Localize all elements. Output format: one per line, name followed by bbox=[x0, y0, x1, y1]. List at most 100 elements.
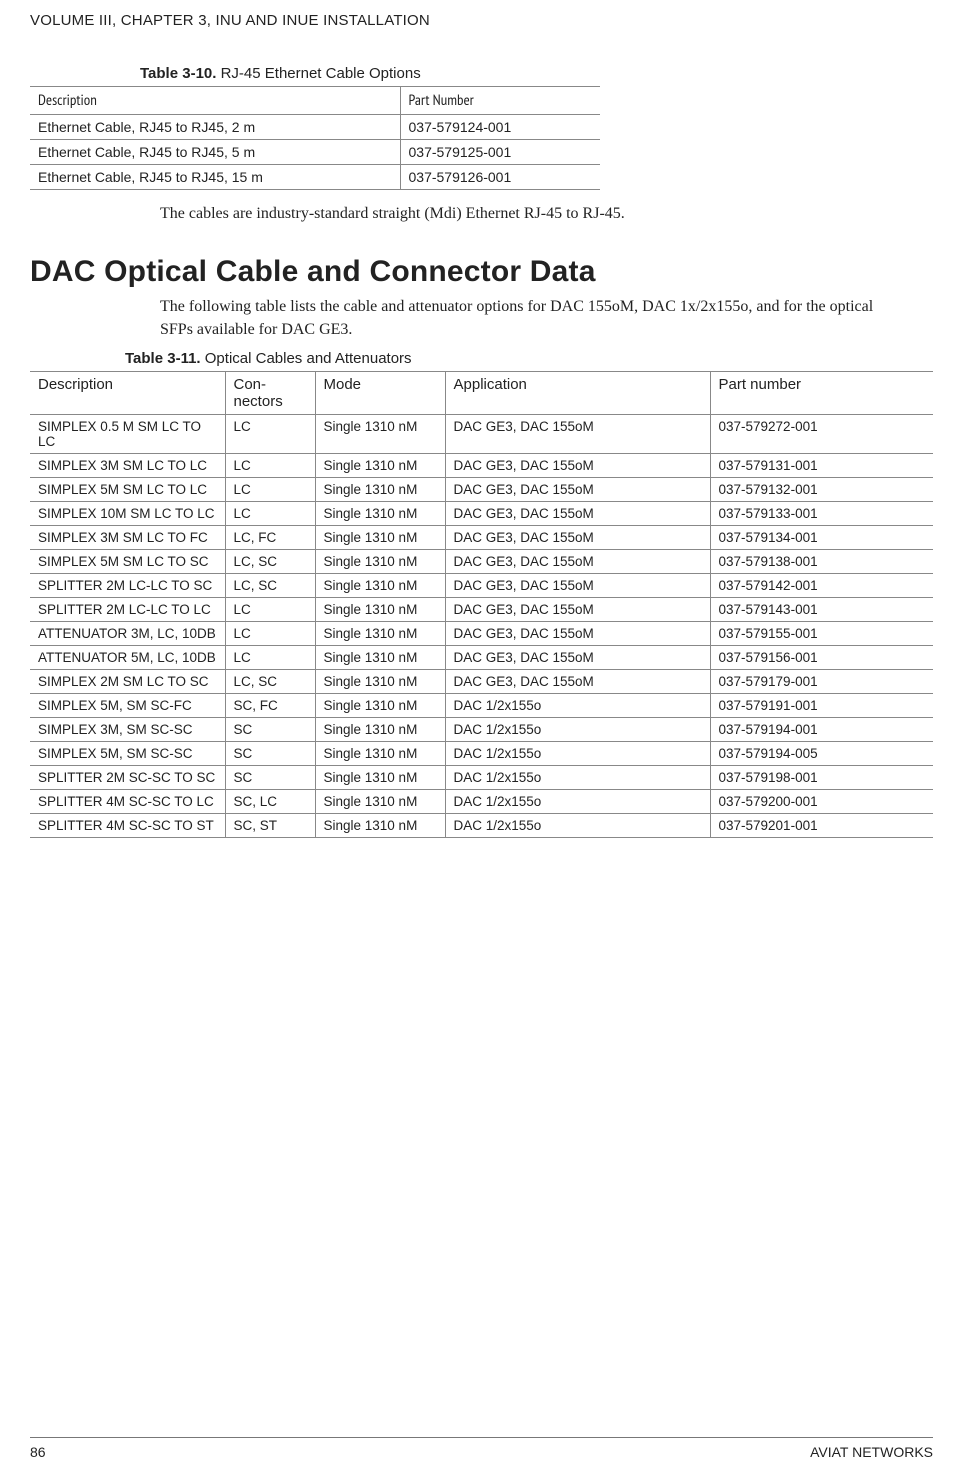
table-cell: Single 1310 nM bbox=[315, 765, 445, 789]
table-cell: SC, LC bbox=[225, 789, 315, 813]
table-cell: Single 1310 nM bbox=[315, 414, 445, 453]
table-cell: Single 1310 nM bbox=[315, 621, 445, 645]
table-cell: SIMPLEX 0.5 M SM LC TO LC bbox=[30, 414, 225, 453]
table-2-caption-number: Table 3-11. bbox=[125, 350, 201, 367]
table-row: SPLITTER 4M SC-SC TO LCSC, LCSingle 1310… bbox=[30, 789, 933, 813]
table-cell: DAC 1/2x155o bbox=[445, 789, 710, 813]
document-page: VOLUME III, CHAPTER 3, INU AND INUE INST… bbox=[0, 0, 963, 1480]
table-cell: DAC 1/2x155o bbox=[445, 693, 710, 717]
table-cell: Single 1310 nM bbox=[315, 645, 445, 669]
table-row: SPLITTER 2M LC-LC TO LCLCSingle 1310 nMD… bbox=[30, 597, 933, 621]
table-cell: SIMPLEX 2M SM LC TO SC bbox=[30, 669, 225, 693]
table-row: SIMPLEX 3M SM LC TO FCLC, FCSingle 1310 … bbox=[30, 525, 933, 549]
table-cell: SPLITTER 4M SC-SC TO ST bbox=[30, 813, 225, 837]
table-cell: 037-579125-001 bbox=[400, 140, 600, 165]
table-1-header-row: Description Part Number bbox=[30, 87, 600, 115]
table-2-col-description: Description bbox=[30, 371, 225, 414]
paragraph-ethernet-note: The cables are industry-standard straigh… bbox=[160, 202, 900, 225]
page-footer: 86 AVIAT NETWORKS bbox=[30, 1437, 933, 1460]
table-cell: SPLITTER 2M LC-LC TO LC bbox=[30, 597, 225, 621]
table-cell: 037-579143-001 bbox=[710, 597, 933, 621]
table-cell: DAC GE3, DAC 155oM bbox=[445, 597, 710, 621]
table-2-body: SIMPLEX 0.5 M SM LC TO LCLCSingle 1310 n… bbox=[30, 414, 933, 837]
table-cell: LC bbox=[225, 501, 315, 525]
table-cell: Ethernet Cable, RJ45 to RJ45, 15 m bbox=[30, 165, 400, 190]
table-cell: Single 1310 nM bbox=[315, 717, 445, 741]
table-cell: LC, SC bbox=[225, 573, 315, 597]
table-1-body: Ethernet Cable, RJ45 to RJ45, 2 m037-579… bbox=[30, 115, 600, 190]
table-cell: 037-579132-001 bbox=[710, 477, 933, 501]
table-cell: Ethernet Cable, RJ45 to RJ45, 2 m bbox=[30, 115, 400, 140]
page-number: 86 bbox=[30, 1444, 46, 1460]
table-cell: 037-579126-001 bbox=[400, 165, 600, 190]
table-row: SIMPLEX 2M SM LC TO SCLC, SCSingle 1310 … bbox=[30, 669, 933, 693]
table-cell: SC, FC bbox=[225, 693, 315, 717]
table-2-caption-title: Optical Cables and Attenuators bbox=[201, 350, 412, 367]
table-cell: 037-579142-001 bbox=[710, 573, 933, 597]
table-row: ATTENUATOR 3M, LC, 10DBLCSingle 1310 nMD… bbox=[30, 621, 933, 645]
table-cell: 037-579179-001 bbox=[710, 669, 933, 693]
table-2-col-connectors: Con- nectors bbox=[225, 371, 315, 414]
table-cell: Single 1310 nM bbox=[315, 693, 445, 717]
running-header: VOLUME III, CHAPTER 3, INU AND INUE INST… bbox=[30, 12, 933, 29]
table-cell: 037-579134-001 bbox=[710, 525, 933, 549]
table-cell: Single 1310 nM bbox=[315, 741, 445, 765]
table-cell: DAC GE3, DAC 155oM bbox=[445, 501, 710, 525]
table-cell: 037-579191-001 bbox=[710, 693, 933, 717]
table-cell: SIMPLEX 5M, SM SC-SC bbox=[30, 741, 225, 765]
table-row: Ethernet Cable, RJ45 to RJ45, 2 m037-579… bbox=[30, 115, 600, 140]
table-cell: DAC GE3, DAC 155oM bbox=[445, 477, 710, 501]
table-cell: SC bbox=[225, 765, 315, 789]
footer-brand: AVIAT NETWORKS bbox=[810, 1444, 933, 1460]
table-cell: SIMPLEX 5M, SM SC-FC bbox=[30, 693, 225, 717]
table-row: SIMPLEX 3M, SM SC-SCSCSingle 1310 nMDAC … bbox=[30, 717, 933, 741]
table-row: SIMPLEX 0.5 M SM LC TO LCLCSingle 1310 n… bbox=[30, 414, 933, 453]
table-cell: SC bbox=[225, 717, 315, 741]
table-cell: SIMPLEX 5M SM LC TO LC bbox=[30, 477, 225, 501]
table-row: SPLITTER 2M LC-LC TO SCLC, SCSingle 1310… bbox=[30, 573, 933, 597]
table-cell: SPLITTER 2M LC-LC TO SC bbox=[30, 573, 225, 597]
table-cell: DAC 1/2x155o bbox=[445, 813, 710, 837]
table-cell: 037-579131-001 bbox=[710, 453, 933, 477]
table-cell: DAC GE3, DAC 155oM bbox=[445, 573, 710, 597]
table-cell: Single 1310 nM bbox=[315, 669, 445, 693]
table-cell: SIMPLEX 3M SM LC TO FC bbox=[30, 525, 225, 549]
table-row: SPLITTER 4M SC-SC TO STSC, STSingle 1310… bbox=[30, 813, 933, 837]
table-cell: 037-579124-001 bbox=[400, 115, 600, 140]
table-row: SIMPLEX 5M SM LC TO SCLC, SCSingle 1310 … bbox=[30, 549, 933, 573]
table-row: SPLITTER 2M SC-SC TO SCSCSingle 1310 nMD… bbox=[30, 765, 933, 789]
table-cell: Single 1310 nM bbox=[315, 477, 445, 501]
table-cell: 037-579201-001 bbox=[710, 813, 933, 837]
table-cell: LC bbox=[225, 414, 315, 453]
table-cell: Single 1310 nM bbox=[315, 573, 445, 597]
table-cell: Single 1310 nM bbox=[315, 501, 445, 525]
table-cell: 037-579133-001 bbox=[710, 501, 933, 525]
table-cell: LC, FC bbox=[225, 525, 315, 549]
table-1-caption-title: RJ-45 Ethernet Cable Options bbox=[216, 65, 420, 82]
table-cell: LC, SC bbox=[225, 549, 315, 573]
table-1-col-partnumber: Part Number bbox=[400, 87, 600, 115]
table-cell: SIMPLEX 3M, SM SC-SC bbox=[30, 717, 225, 741]
table-cell: LC bbox=[225, 597, 315, 621]
table-cell: Single 1310 nM bbox=[315, 597, 445, 621]
table-cell: LC bbox=[225, 477, 315, 501]
table-row: Ethernet Cable, RJ45 to RJ45, 5 m037-579… bbox=[30, 140, 600, 165]
table-cell: SIMPLEX 3M SM LC TO LC bbox=[30, 453, 225, 477]
table-cell: SIMPLEX 10M SM LC TO LC bbox=[30, 501, 225, 525]
table-cell: 037-579194-005 bbox=[710, 741, 933, 765]
table-cell: 037-579138-001 bbox=[710, 549, 933, 573]
table-cell: DAC GE3, DAC 155oM bbox=[445, 414, 710, 453]
table-1-ethernet-cables: Description Part Number Ethernet Cable, … bbox=[30, 86, 600, 190]
table-cell: DAC 1/2x155o bbox=[445, 765, 710, 789]
paragraph-optical-intro: The following table lists the cable and … bbox=[160, 295, 900, 341]
table-row: SIMPLEX 5M, SM SC-SCSCSingle 1310 nMDAC … bbox=[30, 741, 933, 765]
table-cell: LC bbox=[225, 645, 315, 669]
table-cell: SC, ST bbox=[225, 813, 315, 837]
table-cell: DAC GE3, DAC 155oM bbox=[445, 525, 710, 549]
table-2-col-application: Application bbox=[445, 371, 710, 414]
table-cell: DAC GE3, DAC 155oM bbox=[445, 549, 710, 573]
section-title: DAC Optical Cable and Connector Data bbox=[30, 255, 933, 289]
table-2-caption: Table 3-11. Optical Cables and Attenuato… bbox=[30, 350, 933, 367]
table-cell: ATTENUATOR 3M, LC, 10DB bbox=[30, 621, 225, 645]
table-cell: DAC 1/2x155o bbox=[445, 717, 710, 741]
